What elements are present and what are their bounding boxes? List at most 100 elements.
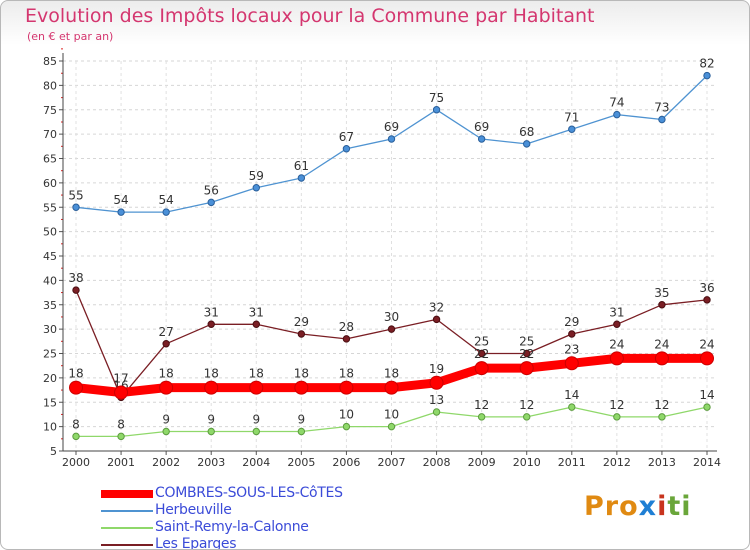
data-label-combres-sous-les-c-tes: 18 bbox=[159, 367, 174, 381]
data-label-saint-remy-la-calonne: 9 bbox=[252, 413, 260, 427]
data-point-saint-remy-la-calonne bbox=[523, 413, 531, 421]
data-point-les-eparges bbox=[523, 349, 531, 358]
data-point-combres-sous-les-c-tes bbox=[114, 385, 129, 400]
data-label-les-eparges: 25 bbox=[519, 335, 534, 349]
x-tick-label: 2013 bbox=[648, 456, 676, 469]
data-point-herbeuville bbox=[523, 140, 531, 148]
data-point-herbeuville bbox=[387, 135, 396, 143]
data-label-les-eparges: 29 bbox=[564, 315, 579, 329]
data-point-herbeuville bbox=[252, 184, 260, 192]
data-label-saint-remy-la-calonne: 9 bbox=[207, 413, 215, 427]
data-label-combres-sous-les-c-tes: 18 bbox=[68, 367, 83, 381]
data-label-combres-sous-les-c-tes: 22 bbox=[474, 347, 489, 361]
data-point-saint-remy-la-calonne bbox=[477, 413, 486, 421]
data-label-saint-remy-la-calonne: 12 bbox=[609, 398, 624, 412]
data-label-combres-sous-les-c-tes: 18 bbox=[204, 367, 219, 381]
data-point-saint-remy-la-calonne bbox=[613, 413, 621, 421]
data-label-herbeuville: 59 bbox=[249, 169, 264, 183]
data-label-les-eparges: 31 bbox=[249, 305, 264, 319]
data-label-herbeuville: 56 bbox=[204, 183, 219, 197]
data-label-saint-remy-la-calonne: 10 bbox=[384, 408, 399, 422]
data-label-combres-sous-les-c-tes: 17 bbox=[113, 372, 128, 386]
legend-swatch-herbeuville bbox=[101, 510, 153, 512]
data-label-les-eparges: 30 bbox=[384, 310, 399, 324]
y-tick-label: 70 bbox=[43, 128, 57, 141]
data-point-combres-sous-les-c-tes bbox=[519, 361, 534, 376]
x-tick-label: 2004 bbox=[242, 456, 270, 469]
legend-label-saint-remy: Saint-Remy-la-Calonne bbox=[155, 519, 309, 535]
y-tick-label: 75 bbox=[43, 104, 57, 117]
x-tick-label: 2003 bbox=[197, 456, 225, 469]
x-tick-label: 2007 bbox=[378, 456, 406, 469]
x-tick-label: 2014 bbox=[693, 456, 721, 469]
data-point-combres-sous-les-c-tes bbox=[159, 380, 174, 395]
data-label-les-eparges: 31 bbox=[609, 305, 624, 319]
y-tick-label: 35 bbox=[43, 299, 57, 312]
data-label-saint-remy-la-calonne: 12 bbox=[654, 398, 669, 412]
data-label-les-eparges: 25 bbox=[474, 335, 489, 349]
data-label-herbeuville: 68 bbox=[519, 125, 534, 139]
data-point-les-eparges bbox=[432, 315, 441, 324]
data-label-les-eparges: 29 bbox=[294, 315, 309, 329]
x-tick-label: 2006 bbox=[332, 456, 360, 469]
y-tick-label: 15 bbox=[43, 396, 57, 409]
data-label-combres-sous-les-c-tes: 23 bbox=[564, 342, 579, 356]
data-point-herbeuville bbox=[477, 135, 486, 143]
data-point-herbeuville bbox=[117, 208, 125, 216]
data-label-herbeuville: 67 bbox=[339, 130, 354, 144]
data-point-saint-remy-la-calonne bbox=[117, 432, 125, 441]
x-tick-label: 2008 bbox=[423, 456, 451, 469]
data-label-herbeuville: 75 bbox=[429, 91, 444, 105]
data-point-herbeuville bbox=[658, 115, 666, 124]
data-label-herbeuville: 55 bbox=[68, 188, 83, 202]
data-label-herbeuville: 71 bbox=[564, 110, 579, 124]
data-label-saint-remy-la-calonne: 9 bbox=[298, 413, 306, 427]
data-point-saint-remy-la-calonne bbox=[162, 427, 170, 436]
data-point-herbeuville bbox=[432, 106, 441, 114]
data-label-combres-sous-les-c-tes: 18 bbox=[384, 367, 399, 381]
data-point-combres-sous-les-c-tes bbox=[384, 380, 399, 395]
data-label-saint-remy-la-calonne: 14 bbox=[564, 388, 579, 402]
data-point-saint-remy-la-calonne bbox=[703, 403, 711, 411]
data-label-les-eparges: 28 bbox=[339, 320, 354, 334]
x-tick-label: 2011 bbox=[558, 456, 586, 469]
data-point-combres-sous-les-c-tes bbox=[474, 361, 489, 376]
data-point-herbeuville bbox=[72, 203, 80, 211]
data-point-saint-remy-la-calonne bbox=[387, 422, 396, 431]
data-point-saint-remy-la-calonne bbox=[207, 427, 215, 436]
data-label-saint-remy-la-calonne: 8 bbox=[72, 417, 80, 431]
y-tick-label: 60 bbox=[43, 177, 57, 190]
data-label-les-eparges: 27 bbox=[159, 325, 174, 339]
data-point-les-eparges bbox=[252, 320, 260, 328]
data-point-combres-sous-les-c-tes bbox=[249, 380, 264, 395]
y-tick-label: 45 bbox=[43, 250, 57, 263]
y-tick-label: 55 bbox=[43, 201, 57, 214]
data-point-herbeuville bbox=[342, 145, 351, 153]
data-label-herbeuville: 61 bbox=[294, 159, 309, 173]
data-point-combres-sous-les-c-tes bbox=[69, 380, 83, 395]
data-label-les-eparges: 32 bbox=[429, 300, 444, 314]
x-tick-label: 2009 bbox=[468, 456, 496, 469]
data-point-les-eparges bbox=[387, 325, 396, 333]
data-point-les-eparges bbox=[207, 320, 215, 328]
x-tick-label: 2001 bbox=[107, 456, 135, 469]
data-point-les-eparges bbox=[658, 301, 666, 309]
data-point-combres-sous-les-c-tes bbox=[429, 375, 444, 390]
data-label-herbeuville: 54 bbox=[159, 193, 174, 207]
data-label-combres-sous-les-c-tes: 24 bbox=[654, 337, 669, 351]
data-label-combres-sous-les-c-tes: 19 bbox=[429, 362, 444, 376]
data-label-saint-remy-la-calonne: 14 bbox=[699, 388, 714, 402]
data-point-les-eparges bbox=[342, 335, 351, 343]
data-label-saint-remy-la-calonne: 13 bbox=[429, 393, 444, 407]
data-label-herbeuville: 73 bbox=[654, 101, 669, 115]
data-point-saint-remy-la-calonne bbox=[432, 408, 441, 416]
data-point-les-eparges bbox=[568, 330, 576, 338]
x-tick-label: 2010 bbox=[513, 456, 541, 469]
data-point-saint-remy-la-calonne bbox=[342, 422, 351, 431]
legend-swatch-les-eparges bbox=[101, 544, 153, 546]
data-point-les-eparges bbox=[703, 296, 711, 304]
legend-label-les-eparges: Les Eparges bbox=[155, 536, 237, 550]
y-tick-label: 30 bbox=[43, 323, 57, 336]
